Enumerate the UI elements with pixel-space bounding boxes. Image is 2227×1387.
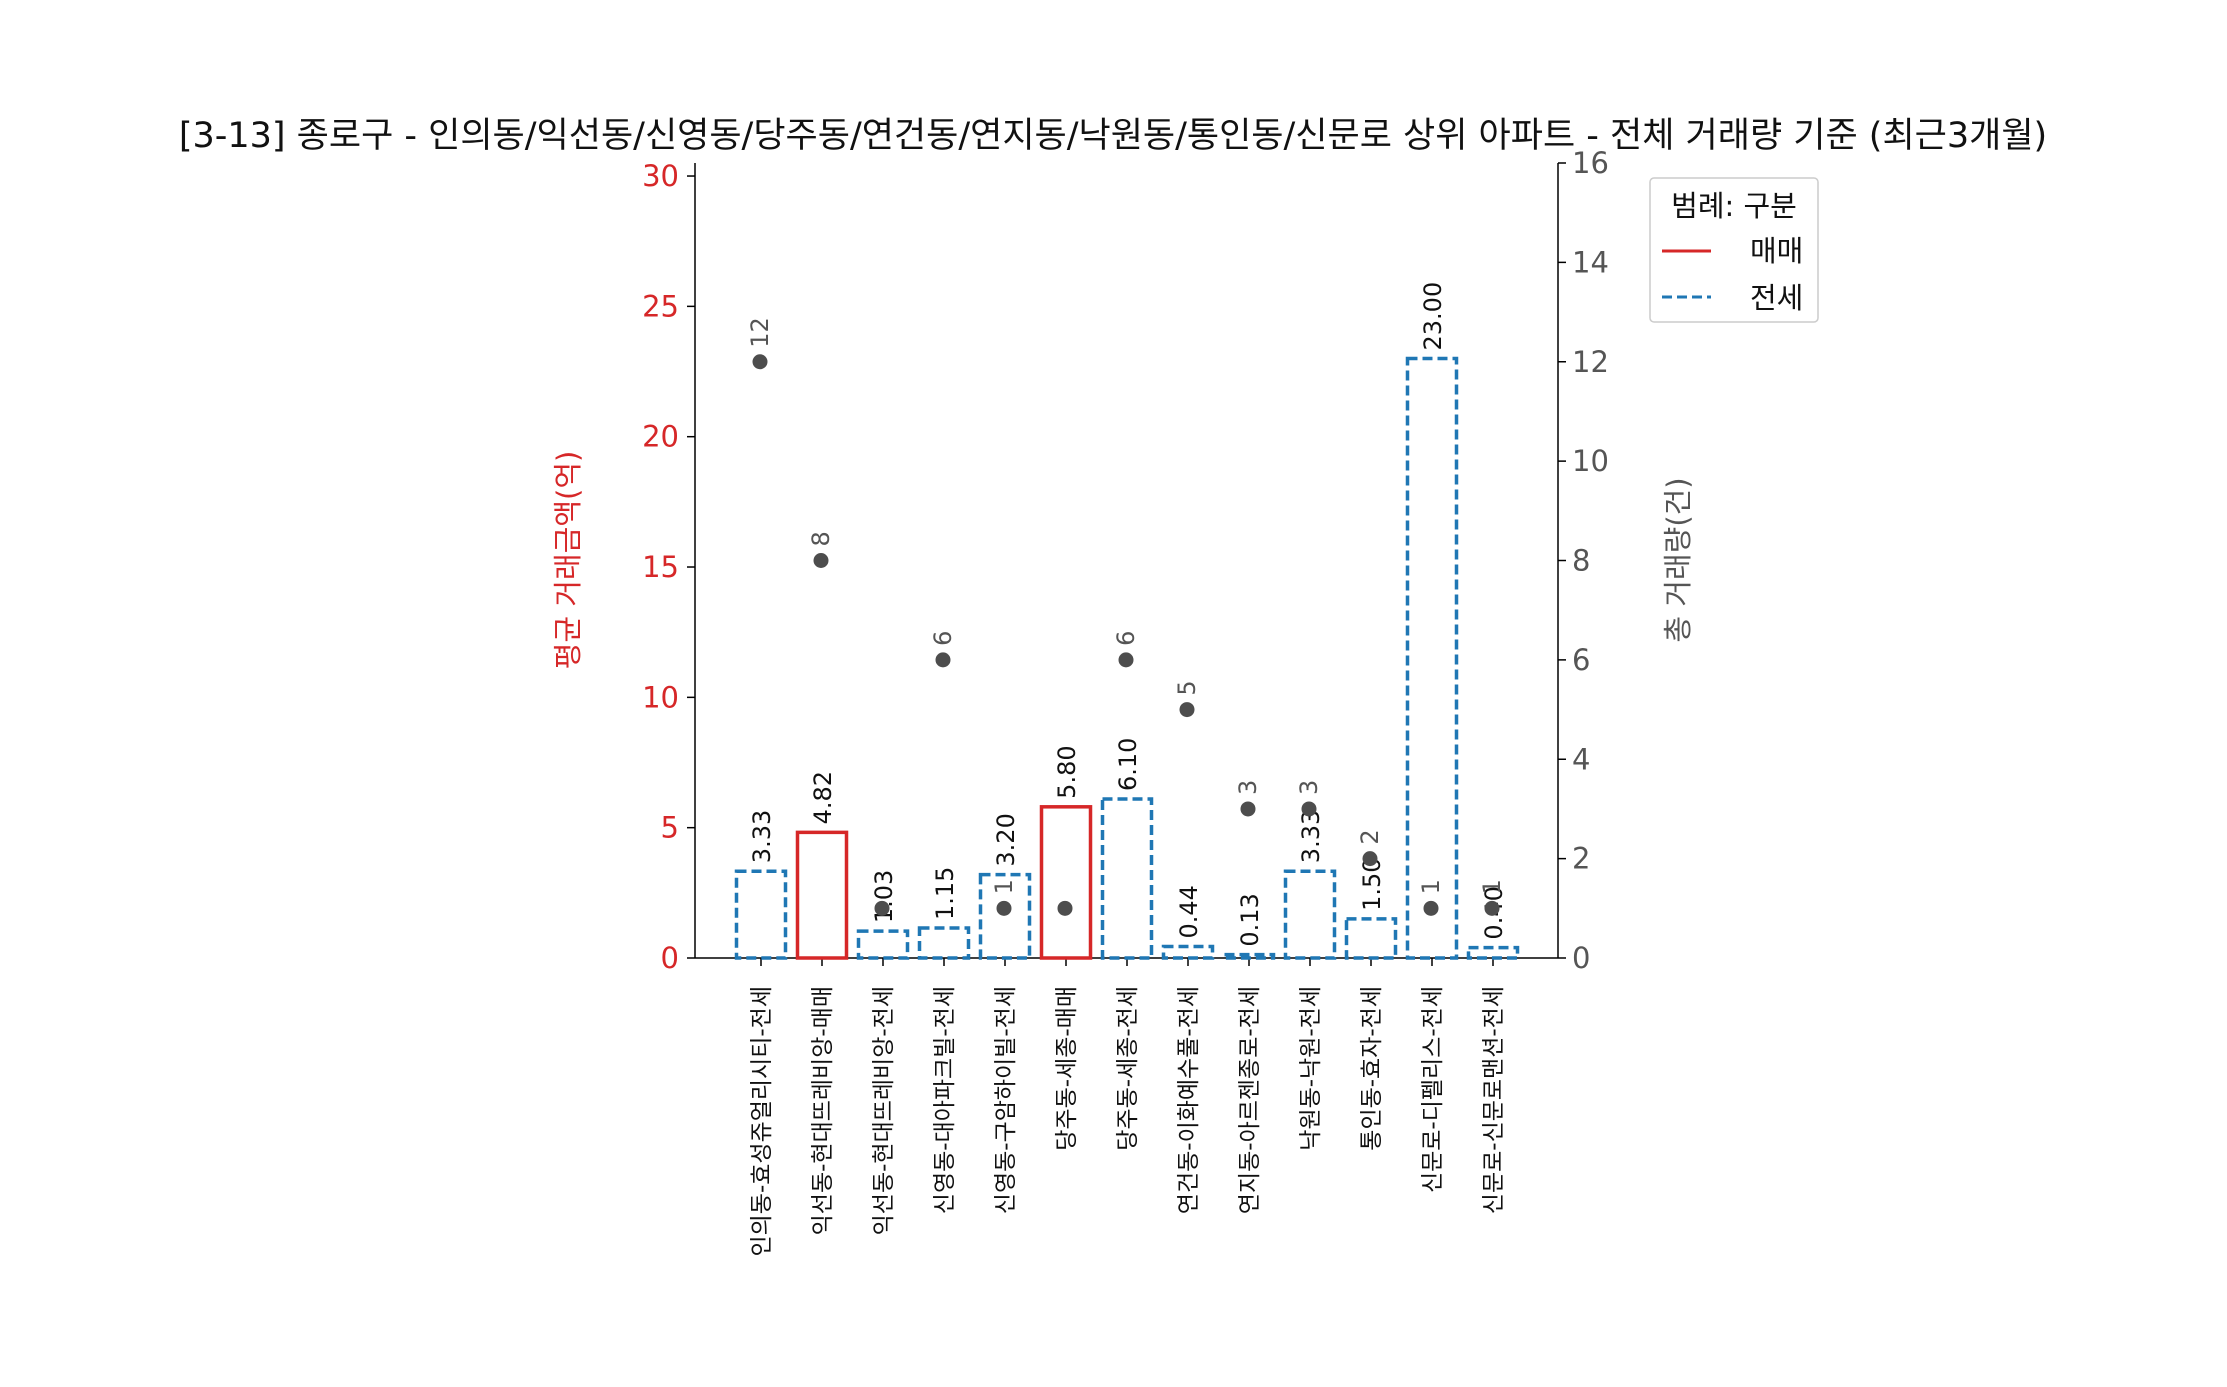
legend-frame: [1649, 177, 1819, 323]
bar-jeonse: [1222, 952, 1276, 960]
x-tick-label: 낙원동-낙원-전세: [1298, 986, 1324, 1151]
bar-value-label: 4.82: [809, 771, 837, 824]
volume-label: 1: [1417, 879, 1445, 894]
x-tick-label: 신문로-신문로맨션-전세: [1481, 986, 1507, 1214]
bar-jeonse: [734, 869, 788, 960]
bar-jeonse: [978, 872, 1032, 960]
bar-value-label: 1.15: [931, 867, 959, 920]
x-tick-label: 통인동-효자-전세: [1359, 986, 1385, 1151]
y-tick-label-right: 6: [1572, 643, 1590, 677]
volume-dot: [1118, 652, 1134, 668]
y-tick-label-left: 30: [642, 159, 679, 193]
volume-label: 3: [1295, 780, 1323, 795]
volume-dot: [935, 652, 951, 668]
volume-label: 8: [807, 531, 835, 546]
bar-jeonse: [1283, 869, 1337, 960]
bar-value-label: 0.44: [1175, 885, 1203, 938]
x-tick-label: 신영동-구암하이빌-전세: [993, 986, 1019, 1214]
volume-dot: [1057, 900, 1073, 916]
bar-value-label: 6.10: [1114, 738, 1142, 791]
bar-value-label: 3.20: [992, 813, 1020, 866]
volume-dot: [1362, 851, 1378, 867]
x-tick-label: 당주동-세종-매매: [1054, 986, 1080, 1151]
volume-dot: [752, 354, 768, 370]
bar-value-label: 1.50: [1358, 857, 1386, 910]
chart-title: [3-13] 종로구 - 인의동/익선동/신영동/당주동/연건동/연지동/낙원동…: [179, 116, 2047, 156]
volume-label: 2: [1356, 829, 1384, 844]
volume-label: 1: [1478, 879, 1506, 894]
y-tick-label-right: 2: [1572, 842, 1590, 876]
bar-value-label: 5.80: [1053, 745, 1081, 798]
bar-jeonse: [1161, 944, 1215, 960]
volume-label: 6: [929, 631, 957, 646]
legend-label-sale: 매매: [1750, 234, 1803, 268]
volume-dot: [813, 553, 829, 568]
volume-label: 3: [1234, 780, 1262, 795]
bar-value-label: 23.00: [1419, 282, 1447, 351]
legend-label-jeonse: 전세: [1750, 281, 1803, 315]
bar-jeonse: [917, 926, 971, 960]
bar-jeonse: [1405, 356, 1459, 960]
y-axis-label-left: 평균 거래금액(억): [551, 451, 585, 670]
bar-jeonse: [1100, 797, 1154, 960]
volume-dot: [874, 900, 890, 916]
y-tick-label-right: 10: [1572, 444, 1609, 478]
legend: 범례: 구분 매매 전세: [1649, 177, 1819, 323]
volume-dot: [1423, 900, 1439, 916]
y-tick-label-left: 10: [642, 680, 679, 714]
y-tick-label-right: 0: [1572, 941, 1590, 975]
y-tick-label-right: 12: [1572, 345, 1609, 379]
volume-dot: [996, 900, 1012, 916]
volume-label: 1: [990, 879, 1018, 894]
volume-dot: [1179, 702, 1195, 718]
x-tick-label: 당주동-세종-전세: [1115, 986, 1141, 1151]
x-tick-label: 신영동-대아파크빌-전세: [932, 986, 958, 1214]
x-tick-label: 연지동-아르젠종로-전세: [1237, 986, 1263, 1214]
bar-sale: [1039, 805, 1093, 960]
x-tick-label: 익선동-현대뜨레비앙-매매: [810, 986, 836, 1235]
y-axis-label-right: 총 거래량(건): [1661, 477, 1695, 642]
plot-area: 0510152025300246810121416인의동-효성쥬얼리시티-전세3…: [642, 146, 1609, 1257]
y-tick-label-right: 16: [1572, 146, 1609, 180]
bar-jeonse: [1466, 945, 1520, 960]
bar-jeonse: [1344, 917, 1398, 960]
y-tick-label-right: 8: [1572, 544, 1590, 578]
volume-label: 5: [1173, 680, 1201, 695]
bar-jeonse: [856, 929, 910, 960]
volume-dot: [1484, 900, 1500, 916]
bar-value-label: 0.13: [1236, 893, 1264, 946]
y-tick-label-left: 25: [642, 289, 679, 323]
x-tick-label: 연건동-이화예수풀-전세: [1176, 986, 1202, 1214]
y-tick-label-left: 15: [642, 550, 679, 584]
volume-label: 6: [1112, 631, 1140, 646]
x-tick-label: 신문로-디펠리스-전세: [1420, 986, 1446, 1193]
x-tick-label: 인의동-효성쥬얼리시티-전세: [749, 986, 775, 1257]
volume-label: 12: [746, 317, 774, 348]
legend-title: 범례: 구분: [1671, 189, 1797, 223]
bar-sale: [795, 830, 849, 960]
y-tick-label-right: 4: [1572, 742, 1590, 776]
bar-value-label: 3.33: [1297, 810, 1325, 863]
y-tick-label-left: 5: [661, 811, 679, 845]
x-tick-label: 익선동-현대뜨레비앙-전세: [871, 986, 897, 1235]
volume-dot: [1301, 801, 1317, 817]
volume-dot: [1240, 801, 1256, 817]
y-tick-label-left: 20: [642, 420, 679, 454]
y-tick-label-left: 0: [661, 941, 679, 975]
y-tick-label-right: 14: [1572, 245, 1609, 279]
bar-value-label: 3.33: [748, 810, 776, 863]
